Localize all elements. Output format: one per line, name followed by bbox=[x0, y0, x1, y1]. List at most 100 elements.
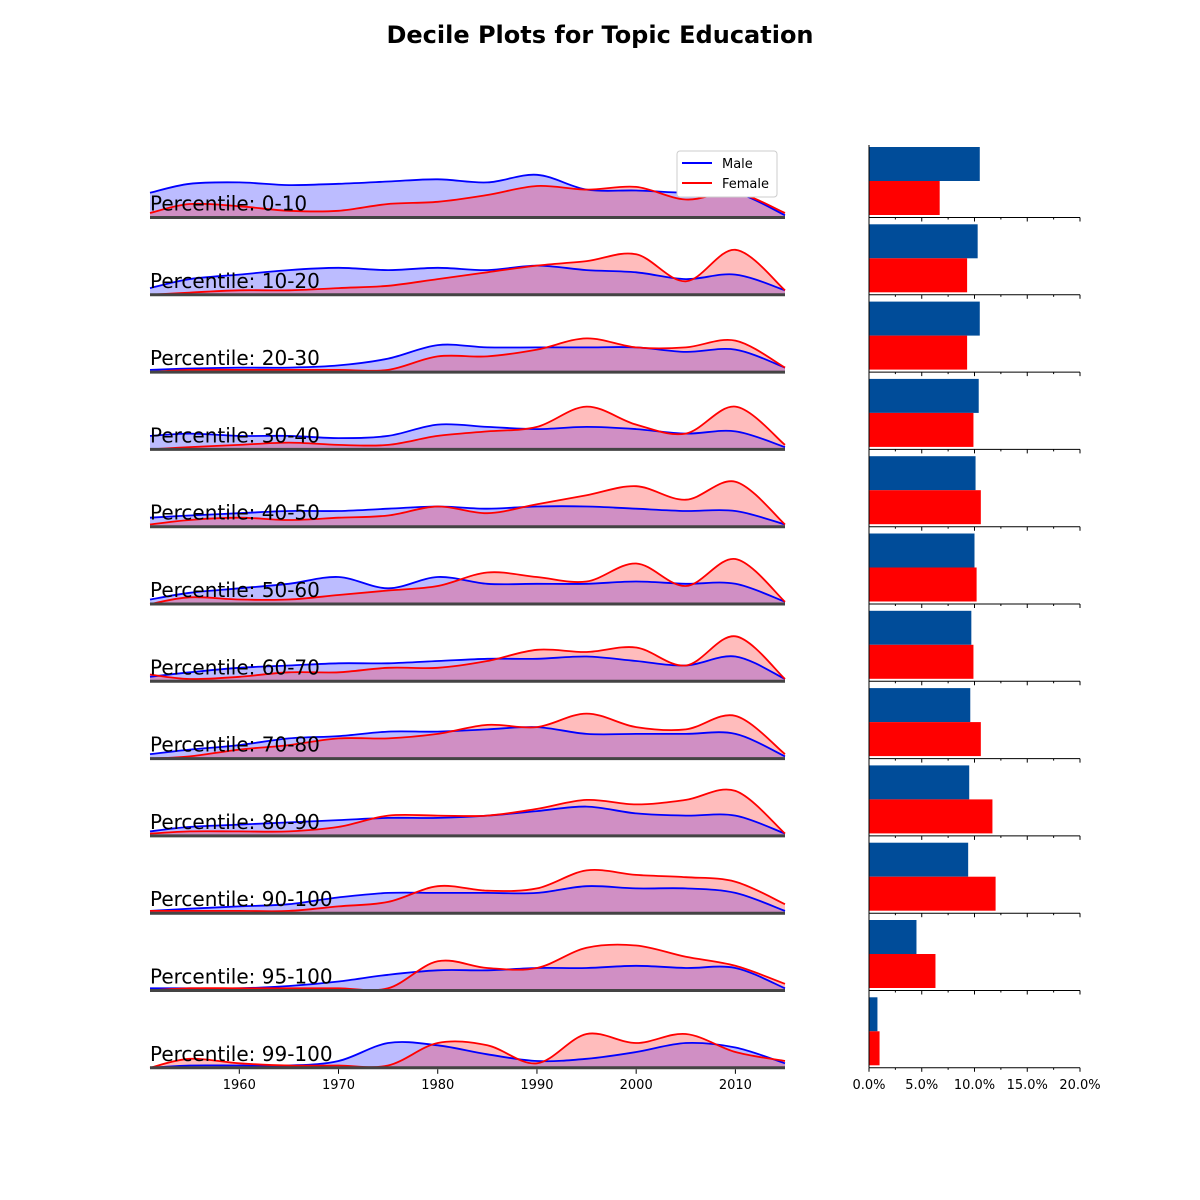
female-bar bbox=[869, 567, 977, 602]
bar-panel bbox=[868, 688, 1081, 763]
male-bar bbox=[869, 610, 972, 645]
female-bar bbox=[869, 490, 981, 525]
ridge-panel: Percentile: 50-60 bbox=[149, 558, 786, 606]
percentile-label: Percentile: 40-50 bbox=[150, 501, 320, 525]
bar-tick-label: 10.0% bbox=[954, 1078, 995, 1093]
female-density-line bbox=[149, 1032, 786, 1069]
bar-panel bbox=[868, 378, 1081, 454]
bar-panel bbox=[868, 842, 1081, 918]
percentile-label: Percentile: 30-40 bbox=[150, 423, 320, 447]
percentile-label: Percentile: 0-10 bbox=[150, 192, 307, 216]
female-bar bbox=[869, 876, 996, 911]
male-density-line bbox=[149, 726, 786, 758]
male-bar bbox=[869, 224, 978, 259]
x-tick-label: 1970 bbox=[322, 1078, 355, 1093]
male-density-line bbox=[149, 264, 786, 292]
male-bar bbox=[869, 301, 980, 336]
bar-tick-label: 5.0% bbox=[905, 1078, 938, 1093]
female-density-line bbox=[149, 405, 786, 451]
x-tick-label: 2010 bbox=[719, 1078, 752, 1093]
ridgeline-plots: Percentile: 0-10 Percentile: 10-20 Percent… bbox=[149, 173, 786, 1070]
percentile-label: Percentile: 80-90 bbox=[150, 810, 320, 834]
bar-panel bbox=[868, 301, 1081, 377]
female-bar bbox=[869, 258, 968, 293]
male-bar bbox=[869, 997, 878, 1032]
overlap-density-area bbox=[150, 656, 785, 682]
bar-tick-label: 0.0% bbox=[852, 1078, 885, 1093]
bar-plots bbox=[868, 145, 1081, 1072]
ridge-panel: Percentile: 95-100 bbox=[149, 943, 786, 992]
male-density-line bbox=[149, 805, 786, 835]
female-density-line bbox=[149, 635, 786, 680]
percentile-label: Percentile: 60-70 bbox=[150, 655, 320, 679]
x-axis: 1960 1970 1980 1990 2000 2010 bbox=[223, 1069, 752, 1093]
x-tick-label: 1980 bbox=[421, 1078, 454, 1093]
male-bar bbox=[869, 378, 979, 413]
ridge-panel: Percentile: 0-10 bbox=[149, 173, 786, 219]
legend-female-label: Female bbox=[722, 177, 769, 192]
overlap-density-area bbox=[150, 726, 785, 759]
percentile-label: Percentile: 50-60 bbox=[150, 578, 320, 602]
percentile-label: Percentile: 90-100 bbox=[150, 887, 333, 911]
female-density-line bbox=[149, 184, 786, 214]
ridge-panel: Percentile: 80-90 bbox=[149, 788, 786, 838]
bar-axis: 0.0% 5.0% 10.0% 15.0% 20.0% bbox=[852, 1078, 1100, 1093]
overlap-density-area bbox=[150, 185, 785, 218]
percentile-label: Percentile: 20-30 bbox=[150, 346, 320, 370]
percentile-label: Percentile: 95-100 bbox=[150, 965, 333, 989]
ridge-panel: Percentile: 10-20 bbox=[149, 248, 786, 297]
male-bar bbox=[869, 456, 976, 491]
female-density-line bbox=[149, 248, 786, 296]
male-bar bbox=[869, 765, 970, 800]
bar-tick-label: 20.0% bbox=[1059, 1078, 1100, 1093]
female-density-line bbox=[149, 712, 786, 760]
legend-male-label: Male bbox=[722, 157, 753, 172]
bar-panel bbox=[868, 610, 1081, 686]
ridge-panel: Percentile: 70-80 bbox=[149, 712, 786, 761]
female-bar bbox=[869, 954, 936, 988]
female-density-line bbox=[150, 869, 786, 913]
female-density-line bbox=[149, 480, 786, 526]
female-density-line bbox=[149, 788, 786, 835]
female-bar bbox=[869, 722, 981, 757]
ridge-panel: Percentile: 99-100 bbox=[149, 1032, 786, 1070]
male-bar bbox=[869, 920, 917, 954]
female-bar bbox=[869, 335, 968, 370]
male-density-line bbox=[149, 343, 786, 371]
male-bar bbox=[869, 533, 975, 568]
ridge-panel: Percentile: 90-100 bbox=[149, 869, 786, 915]
bar-tick-label: 15.0% bbox=[1007, 1078, 1048, 1093]
male-density-line bbox=[149, 505, 786, 526]
female-bar bbox=[869, 799, 993, 834]
x-tick-label: 1960 bbox=[223, 1078, 256, 1093]
ridge-panel: Percentile: 60-70 bbox=[149, 635, 786, 683]
bar-panel bbox=[868, 920, 1081, 995]
chart-title: Decile Plots for Topic Education bbox=[386, 21, 813, 49]
male-density-line bbox=[149, 576, 786, 603]
female-density-line bbox=[149, 558, 786, 605]
female-density-line bbox=[149, 337, 786, 373]
male-density-line bbox=[149, 1041, 786, 1069]
ridge-panel: Percentile: 30-40 bbox=[149, 405, 786, 451]
percentile-label: Percentile: 70-80 bbox=[150, 733, 320, 757]
bar-panel bbox=[868, 765, 1081, 840]
overlap-density-area bbox=[150, 506, 785, 527]
female-density-line bbox=[149, 943, 786, 992]
male-bar bbox=[869, 688, 971, 723]
male-bar bbox=[869, 842, 969, 877]
legend: Male Female bbox=[676, 150, 778, 198]
bar-panel bbox=[868, 997, 1081, 1072]
bar-panel bbox=[868, 533, 1081, 608]
x-tick-label: 1990 bbox=[520, 1078, 553, 1093]
bar-panel bbox=[868, 224, 1081, 299]
female-bar bbox=[869, 1031, 880, 1066]
female-bar bbox=[869, 412, 974, 447]
male-bar bbox=[869, 147, 980, 181]
female-bar bbox=[869, 181, 940, 215]
overlap-density-area bbox=[150, 424, 785, 450]
ridge-panel: Percentile: 20-30 bbox=[149, 337, 786, 374]
percentile-label: Percentile: 10-20 bbox=[150, 269, 320, 293]
percentile-label: Percentile: 99-100 bbox=[150, 1042, 333, 1066]
